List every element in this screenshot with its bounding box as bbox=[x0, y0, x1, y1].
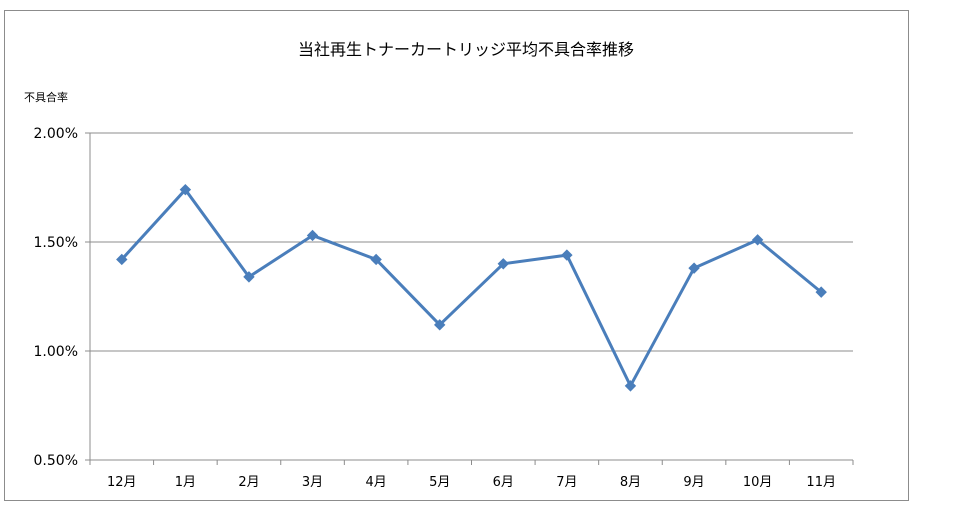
x-tick-label: 12月 bbox=[107, 475, 137, 490]
x-tick-label: 11月 bbox=[806, 475, 836, 490]
data-series bbox=[116, 183, 827, 392]
x-tick-labels: 12月 1月 2月 3月 4月 5月 6月 7月 8月 9月 10月 11月 bbox=[107, 475, 836, 490]
data-point-marker bbox=[624, 380, 637, 392]
data-point-marker bbox=[751, 234, 764, 246]
data-point-marker bbox=[815, 286, 827, 298]
x-tick-label: 7月 bbox=[556, 475, 577, 490]
data-point-marker bbox=[370, 253, 382, 266]
data-point-marker bbox=[243, 271, 255, 283]
x-tick-label: 6月 bbox=[493, 475, 514, 490]
x-tick-label: 1月 bbox=[175, 475, 196, 490]
y-tick-label: 0.50% bbox=[34, 453, 78, 469]
chart-frame bbox=[4, 10, 909, 501]
data-point-marker bbox=[179, 183, 192, 196]
x-tick-label: 2月 bbox=[238, 475, 259, 490]
data-point-marker bbox=[434, 319, 446, 331]
y-axis-label: 不具合率 bbox=[24, 90, 68, 104]
data-point-marker bbox=[688, 262, 700, 274]
data-point-marker bbox=[306, 229, 319, 242]
axes bbox=[85, 132, 854, 465]
data-point-marker bbox=[116, 253, 128, 266]
x-tick-label: 5月 bbox=[429, 475, 450, 490]
chart-title: 当社再生トナーカートリッジ平均不具合率推移 bbox=[298, 40, 634, 59]
y-tick-labels: 0.50% 1.00% 1.50% 2.00% bbox=[34, 126, 78, 469]
x-tick-label: 10月 bbox=[743, 475, 773, 490]
gridlines bbox=[90, 132, 853, 352]
data-point-marker bbox=[561, 249, 573, 261]
x-tick-label: 9月 bbox=[683, 475, 704, 490]
x-tick-label: 4月 bbox=[365, 475, 386, 490]
data-point-marker bbox=[497, 258, 509, 270]
y-tick-label: 2.00% bbox=[34, 126, 78, 142]
x-tick-label: 3月 bbox=[302, 475, 323, 490]
y-tick-label: 1.50% bbox=[34, 235, 78, 251]
x-tick-label: 8月 bbox=[620, 475, 641, 490]
series-line bbox=[120, 188, 823, 388]
y-tick-label: 1.00% bbox=[34, 344, 78, 360]
